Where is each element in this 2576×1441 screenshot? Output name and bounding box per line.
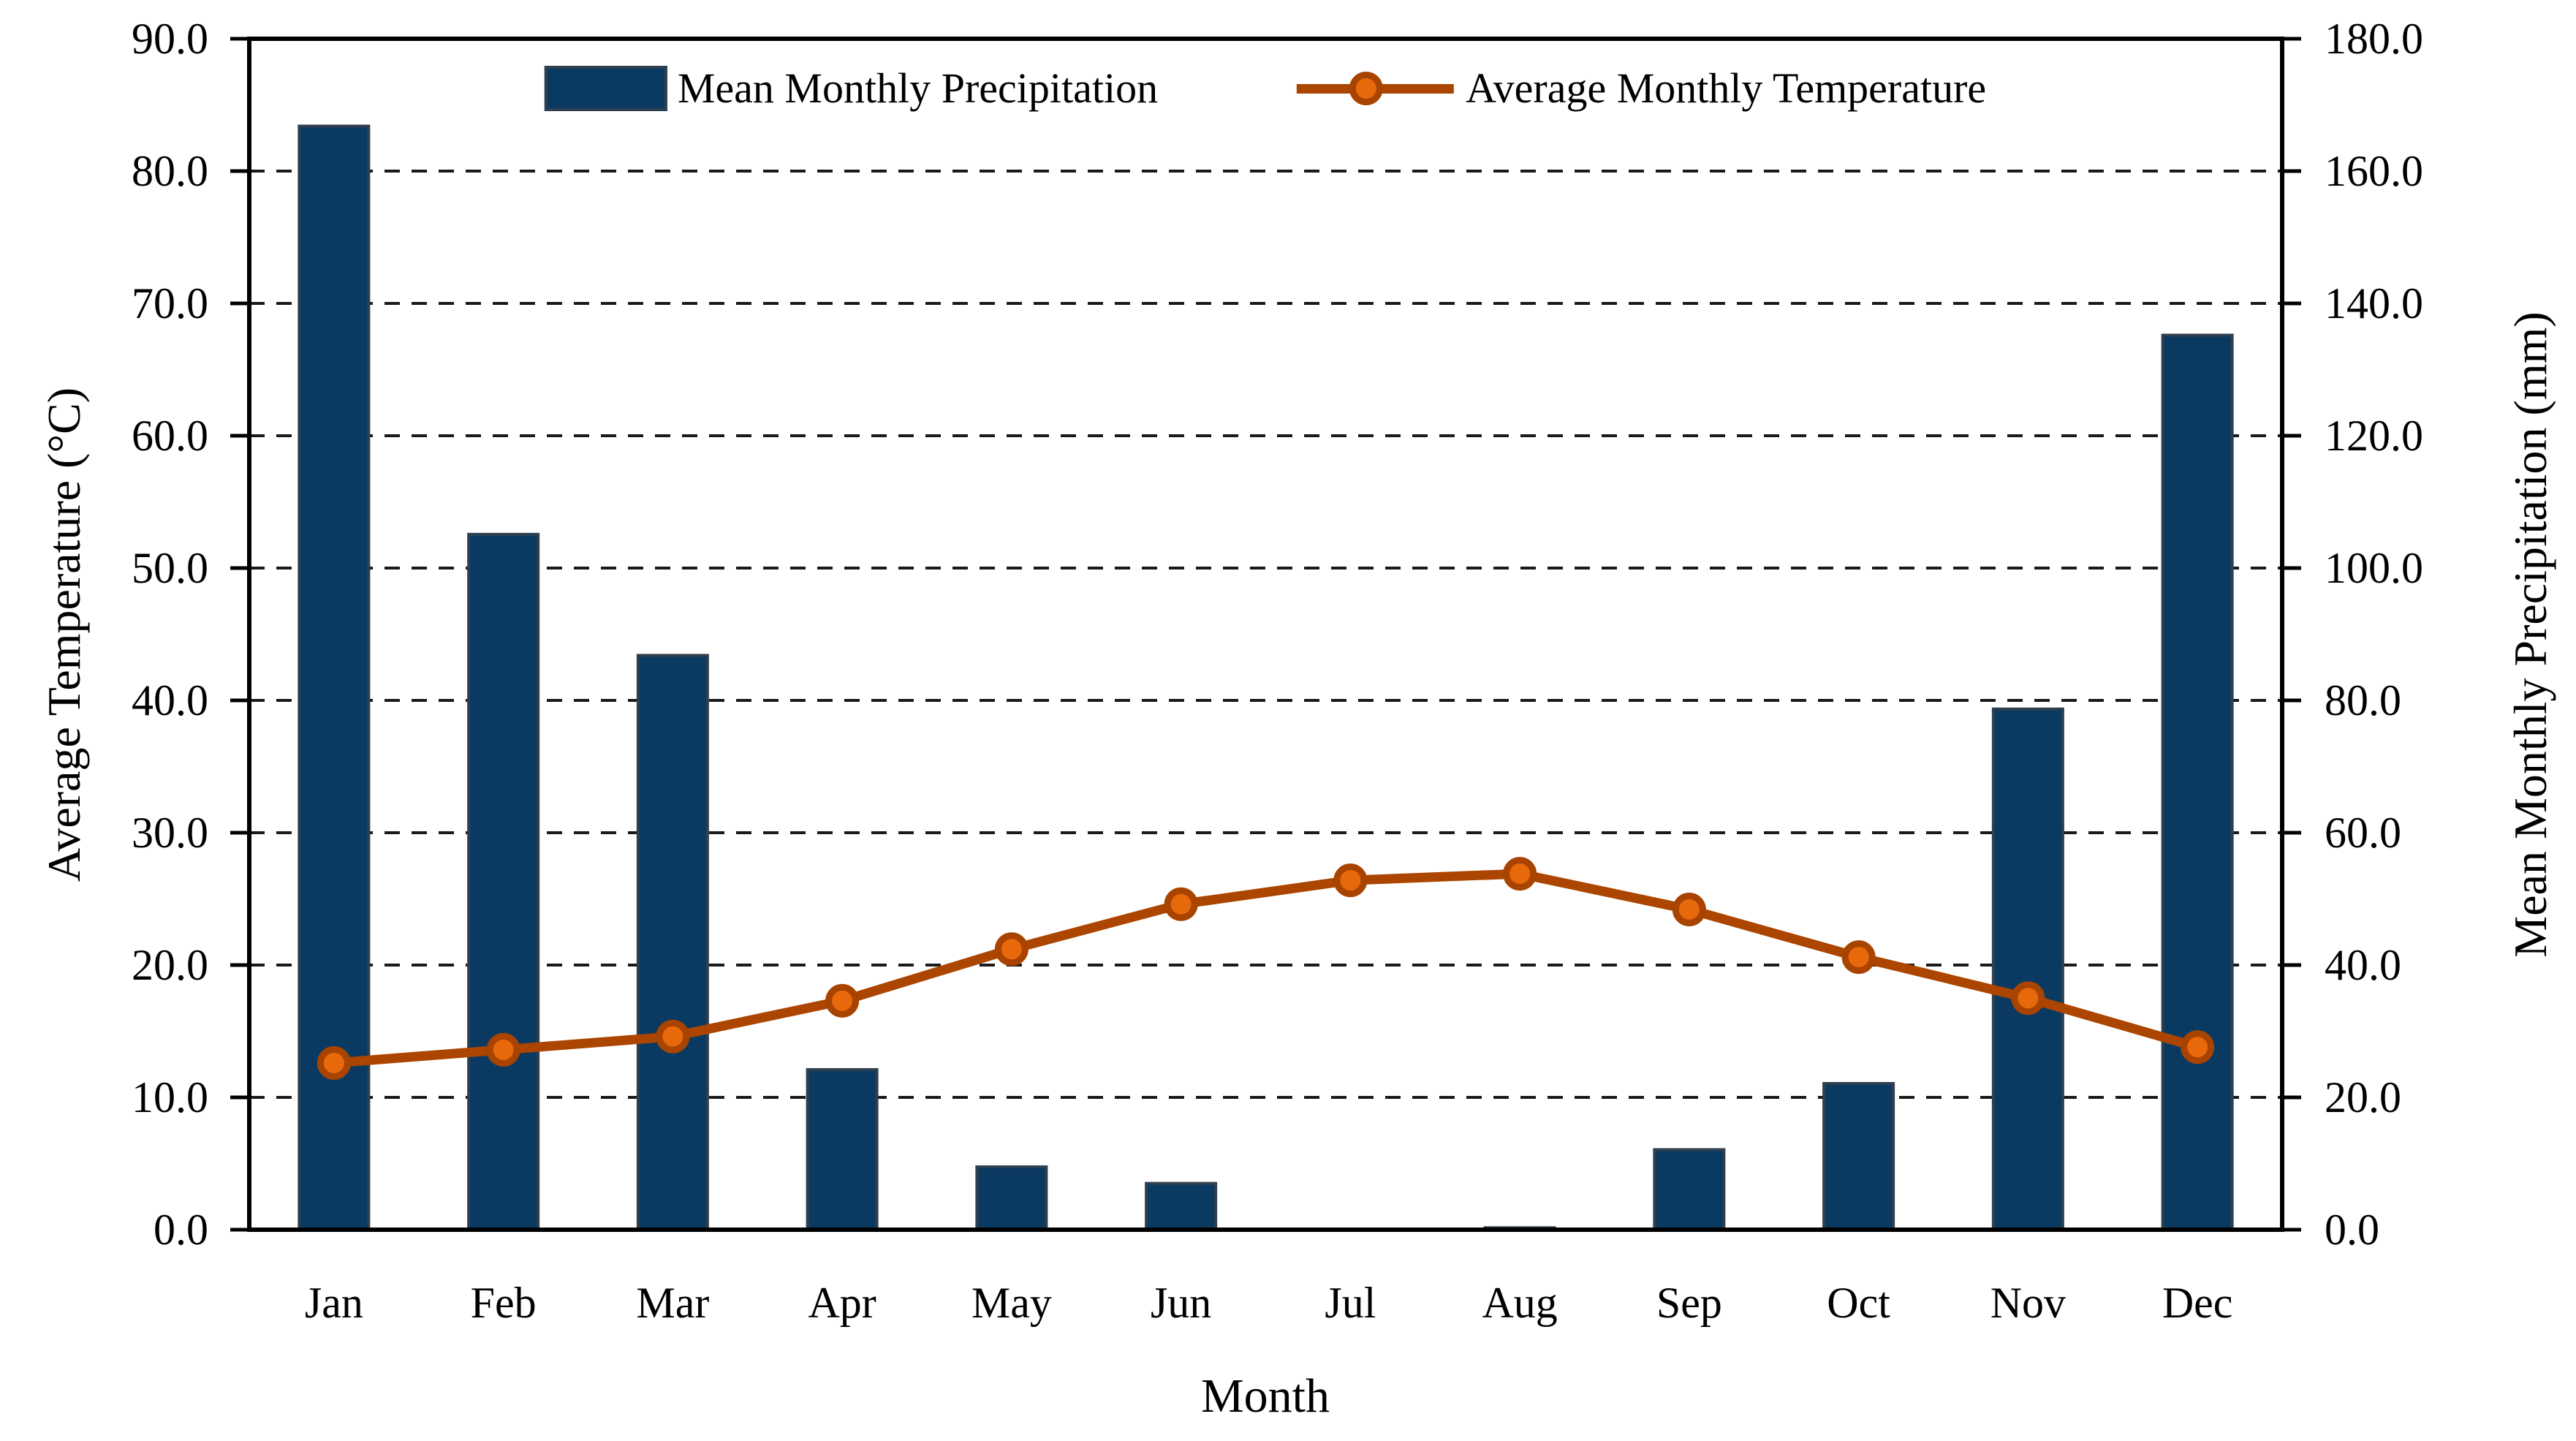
marker-may	[994, 932, 1028, 967]
month-label-sep: Sep	[1656, 1279, 1722, 1327]
bar-jun	[1145, 1181, 1218, 1232]
bar-oct	[1822, 1081, 1895, 1231]
left-axis-label: 80.0	[132, 147, 208, 195]
marker-sep	[1672, 892, 1706, 926]
month-label-feb: Feb	[470, 1279, 537, 1327]
right-axis-label: 20.0	[2325, 1073, 2401, 1122]
right-axis-label: 120.0	[2325, 412, 2423, 460]
marker-oct	[1841, 940, 1876, 975]
month-label-jul: Jul	[1325, 1279, 1376, 1327]
month-label-mar: Mar	[636, 1279, 710, 1327]
legend-precipitation-label: Mean Monthly Precipitation	[677, 64, 1159, 112]
marker-apr	[825, 983, 860, 1018]
precipitation-bar-swatch-icon	[544, 66, 667, 111]
x-axis-title: Month	[1200, 1369, 1330, 1423]
left-axis-label: 90.0	[132, 15, 208, 63]
bar-mar	[636, 654, 709, 1231]
right-axis-label: 160.0	[2325, 147, 2423, 195]
month-label-dec: Dec	[2162, 1279, 2233, 1327]
bar-apr	[806, 1067, 879, 1231]
right-axis-label: 140.0	[2325, 279, 2423, 328]
marker-jul	[1333, 863, 1368, 898]
marker-dec	[2181, 1030, 2215, 1064]
right-axis-label: 40.0	[2325, 941, 2401, 989]
marker-feb	[486, 1032, 520, 1067]
left-axis-label: 0.0	[154, 1206, 208, 1254]
left-axis-label: 30.0	[132, 809, 208, 857]
legend-temperature-label: Average Monthly Temperature	[1466, 64, 1987, 112]
left-axis-label: 70.0	[132, 279, 208, 328]
right-axis-title: Mean Monthly Precipitation (mm)	[2504, 311, 2556, 958]
bar-sep	[1653, 1148, 1726, 1231]
left-axis-label: 50.0	[132, 544, 208, 592]
right-axis-label: 60.0	[2325, 809, 2401, 857]
month-label-jan: Jan	[304, 1279, 363, 1327]
right-axis-label: 0.0	[2325, 1206, 2379, 1254]
chart-legend: Mean Monthly Precipitation Average Month…	[544, 64, 1986, 112]
marker-aug	[1503, 857, 1537, 891]
legend-item-temperature: Average Monthly Temperature	[1297, 66, 1986, 111]
marker-jun	[1164, 887, 1198, 921]
left-axis-label: 20.0	[132, 941, 208, 989]
bar-jan	[298, 124, 371, 1232]
legend-item-precipitation: Mean Monthly Precipitation	[544, 64, 1159, 112]
marker-nov	[2011, 981, 2045, 1015]
marker-jan	[317, 1045, 351, 1080]
bar-may	[975, 1165, 1048, 1232]
month-label-nov: Nov	[1990, 1279, 2067, 1327]
month-label-apr: Apr	[808, 1279, 876, 1327]
month-label-oct: Oct	[1827, 1279, 1890, 1327]
bar-feb	[467, 532, 540, 1231]
left-axis-title: Average Temperature (°C)	[38, 387, 90, 882]
bar-dec	[2161, 333, 2234, 1232]
bar-nov	[1991, 707, 2064, 1231]
right-axis-label: 180.0	[2325, 15, 2423, 63]
month-label-jun: Jun	[1150, 1279, 1212, 1327]
left-axis-label: 10.0	[132, 1073, 208, 1122]
temperature-line-marker-icon	[1297, 66, 1455, 111]
month-label-may: May	[971, 1279, 1052, 1327]
left-axis-label: 60.0	[132, 412, 208, 460]
left-axis-label: 40.0	[132, 676, 208, 725]
temperature-line	[333, 869, 2199, 1068]
right-axis-label: 80.0	[2325, 676, 2401, 725]
month-label-aug: Aug	[1482, 1279, 1558, 1327]
marker-mar	[656, 1019, 690, 1054]
plot-frame	[247, 37, 2284, 1232]
right-axis-label: 100.0	[2325, 544, 2423, 592]
